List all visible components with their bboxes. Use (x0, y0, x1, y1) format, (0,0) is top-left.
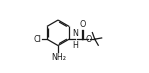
Text: Cl: Cl (34, 35, 42, 44)
Text: H: H (73, 41, 79, 50)
Text: NH₂: NH₂ (51, 53, 66, 62)
Text: N: N (73, 29, 79, 38)
Text: O: O (86, 35, 92, 44)
Text: O: O (79, 20, 86, 29)
